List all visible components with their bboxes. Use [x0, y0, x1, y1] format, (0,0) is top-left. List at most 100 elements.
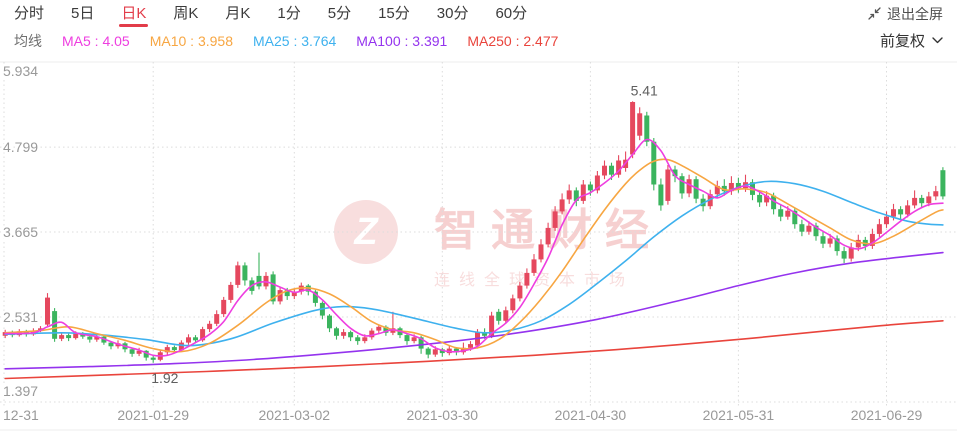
candle-body — [891, 209, 896, 217]
candle-body — [616, 160, 622, 175]
candle-body — [164, 347, 170, 353]
ma-legend-title: 均线 — [14, 32, 42, 49]
ma-line-ma25 — [4, 180, 944, 347]
candle-body — [517, 285, 523, 299]
candle-body — [594, 175, 600, 191]
candle-body — [820, 236, 826, 244]
low-price-annotation: 1.92 — [151, 370, 178, 386]
candle-body — [778, 209, 784, 217]
tab-60分[interactable]: 60分 — [495, 5, 528, 22]
x-axis-label: 2021-04-30 — [555, 407, 627, 423]
candle-body — [200, 329, 206, 341]
period-tabs: 分时 5日 日K 周K 月K 1分 5分 15分 30分 60分 — [0, 0, 527, 27]
candle-body — [834, 238, 840, 252]
x-axis-label: 12-31 — [3, 407, 39, 423]
candle-body — [143, 350, 149, 358]
tab-5日[interactable]: 5日 — [71, 5, 95, 22]
candle-body — [108, 342, 114, 347]
candle-body — [221, 299, 227, 315]
candle-body — [376, 326, 382, 331]
tab-30分[interactable]: 30分 — [436, 5, 469, 22]
candle-body — [496, 311, 502, 321]
candle-body — [355, 337, 361, 342]
ma-line-ma250 — [4, 320, 944, 380]
candle-body — [284, 290, 290, 297]
y-axis-label: 4.799 — [3, 139, 38, 155]
candle-body — [256, 275, 262, 287]
candle-body — [59, 335, 65, 339]
high-price-annotation: 5.41 — [631, 82, 658, 98]
candle-body — [587, 184, 593, 191]
candle-body — [538, 244, 544, 260]
watermark-subtitle: 连线全球资本市场 — [434, 272, 635, 289]
candle-body — [672, 169, 678, 177]
candle-body — [806, 225, 812, 232]
ma-legend-item-ma250: MA250 : 2.477 — [467, 32, 559, 49]
candle-body — [637, 113, 643, 136]
candle-body — [171, 347, 177, 351]
candle-body — [383, 326, 389, 333]
tab-月K[interactable]: 月K — [225, 5, 251, 22]
candle-body — [524, 272, 530, 286]
period-tabbar: 分时 5日 日K 周K 月K 1分 5分 15分 30分 60分 退出全屏 — [0, 0, 957, 28]
candle-body — [566, 190, 572, 200]
candle-body — [489, 315, 495, 336]
candle-body — [665, 169, 671, 201]
candle-body — [150, 357, 156, 360]
candle-body — [503, 310, 509, 321]
exit-fullscreen-icon — [868, 7, 881, 20]
candle-body — [136, 350, 142, 354]
candle-body — [545, 227, 551, 245]
candle-body — [404, 335, 410, 342]
tab-周K[interactable]: 周K — [173, 5, 199, 22]
candle-body — [841, 251, 847, 259]
ma-legend-item-ma10: MA10 : 3.958 — [149, 32, 233, 49]
tab-分时[interactable]: 分时 — [14, 5, 45, 22]
candle-body — [898, 209, 904, 215]
candle-body — [228, 284, 234, 300]
candle-body — [52, 311, 58, 339]
tab-15分[interactable]: 15分 — [378, 5, 410, 22]
y-axis-label: 1.397 — [3, 383, 38, 399]
candle-body — [728, 183, 734, 192]
candle-body — [510, 298, 516, 311]
y-axis-label: 2.531 — [3, 309, 38, 325]
exit-fullscreen-label: 退出全屏 — [887, 5, 943, 22]
candle-body — [602, 165, 607, 176]
candle-body — [933, 191, 939, 197]
candle-body — [869, 233, 875, 246]
candle-body — [45, 297, 50, 325]
candle-body — [482, 332, 488, 336]
candle-body — [129, 349, 135, 354]
tab-5分[interactable]: 5分 — [327, 5, 352, 22]
candle-body — [468, 344, 473, 348]
candle-body — [644, 115, 650, 142]
x-axis-label: 2021-03-02 — [258, 407, 330, 423]
candle-body — [580, 184, 586, 201]
tab-日K[interactable]: 日K — [119, 0, 149, 27]
candle-body — [291, 291, 297, 297]
candle-body — [369, 330, 375, 338]
candle-body — [453, 348, 459, 353]
candle-body — [926, 196, 932, 204]
candle-body — [905, 205, 911, 215]
candle-body — [531, 259, 537, 273]
candle-body — [799, 224, 805, 232]
candle-body — [735, 183, 741, 189]
candle-body — [693, 179, 699, 199]
adjust-mode-label: 前复权 — [879, 33, 925, 50]
candle-body — [207, 323, 213, 330]
candle-body — [87, 336, 93, 340]
tab-1分[interactable]: 1分 — [277, 5, 301, 22]
candle-body — [764, 195, 770, 203]
candle-body — [362, 337, 368, 342]
exit-fullscreen-button[interactable]: 退出全屏 — [868, 0, 943, 27]
candle-body — [609, 165, 614, 175]
candle-body — [235, 265, 241, 285]
adjust-mode-dropdown[interactable]: 前复权 — [880, 27, 943, 54]
candle-body — [73, 333, 79, 339]
candle-body — [940, 170, 946, 197]
candle-body — [757, 194, 763, 203]
